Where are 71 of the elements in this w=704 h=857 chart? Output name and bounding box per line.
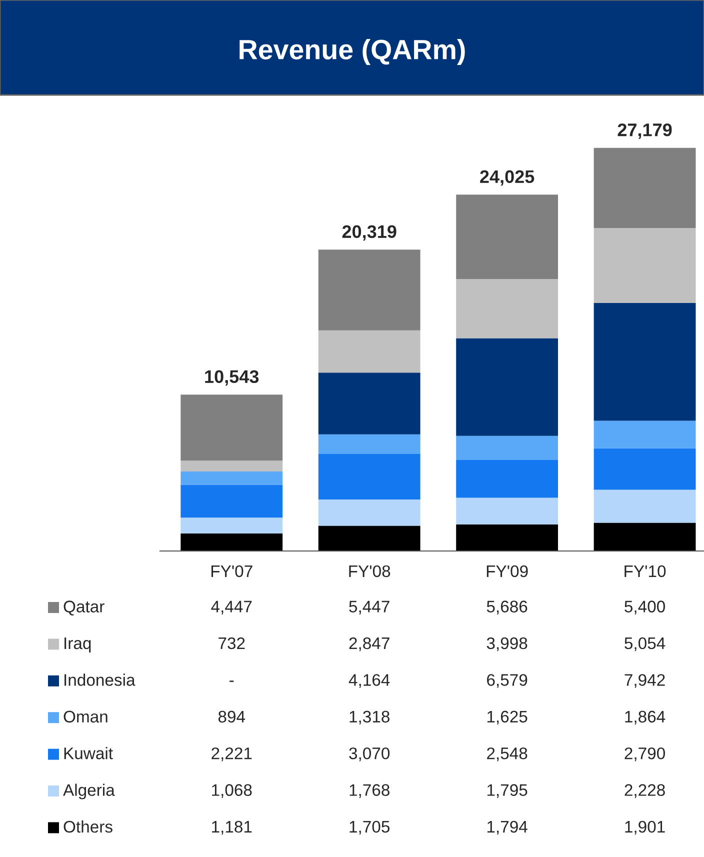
x-tick-label: FY'10 xyxy=(624,565,666,578)
legend-label: Others xyxy=(64,820,112,833)
bar xyxy=(456,338,558,436)
bar xyxy=(180,518,283,534)
data-label: 1,181 xyxy=(212,820,252,835)
data-label: 2,228 xyxy=(624,784,665,798)
bar xyxy=(180,471,283,485)
data-label: 2,221 xyxy=(212,747,252,762)
bar xyxy=(456,524,558,551)
bar xyxy=(318,454,420,500)
data-label: 5,400 xyxy=(624,600,665,614)
legend-label: Iraq xyxy=(64,638,91,652)
data-label: 5,447 xyxy=(349,600,390,614)
data-label: 1,794 xyxy=(487,820,528,835)
bar xyxy=(456,436,558,460)
bar xyxy=(456,279,558,338)
data-label: 4,447 xyxy=(211,600,252,614)
data-label: 1,068 xyxy=(212,784,252,798)
bar xyxy=(594,228,696,303)
total-label: 20,319 xyxy=(342,225,396,241)
data-label: 3,070 xyxy=(349,747,390,762)
bar xyxy=(594,148,696,228)
data-label: 2,548 xyxy=(487,747,528,762)
data-label: 1,768 xyxy=(350,784,390,798)
total-label: 24,025 xyxy=(480,170,534,186)
bar xyxy=(318,434,420,454)
bar xyxy=(456,498,558,524)
bar xyxy=(594,522,696,551)
legend-label: Qatar xyxy=(64,600,104,616)
data-label: 5,054 xyxy=(624,637,666,652)
bar xyxy=(456,194,558,280)
total-label: 10,543 xyxy=(205,370,259,386)
data-label: 1,795 xyxy=(487,784,528,798)
legend-label: Algeria xyxy=(63,784,115,800)
x-tick-label: FY'08 xyxy=(349,565,390,578)
bar xyxy=(594,448,696,490)
data-label: 5,686 xyxy=(486,600,528,614)
data-label: 4,164 xyxy=(348,674,390,688)
bar xyxy=(180,394,283,461)
data-label: 1,864 xyxy=(625,710,666,725)
bar xyxy=(594,420,696,448)
data-label: 7,942 xyxy=(624,674,665,688)
data-label: 732 xyxy=(218,637,245,650)
bar xyxy=(180,484,283,518)
data-label: 2,790 xyxy=(624,747,665,762)
bar xyxy=(318,250,420,330)
data-label: 1,625 xyxy=(487,710,528,725)
bar xyxy=(594,302,696,421)
bar xyxy=(318,330,420,373)
data-label: 1,318 xyxy=(350,710,390,725)
legend-label: Oman xyxy=(64,710,108,723)
legend-label: Kuwait xyxy=(64,747,113,760)
text: - xyxy=(230,680,234,682)
bar xyxy=(594,490,696,523)
data-label: 6,579 xyxy=(487,674,528,688)
bar xyxy=(318,526,420,551)
x-tick-label: FY'09 xyxy=(486,565,528,578)
x-tick-label: FY'07 xyxy=(211,565,252,578)
chart-title: Revenue (QARm) xyxy=(240,39,465,65)
data-label: 1,705 xyxy=(350,820,390,835)
total-label: 27,179 xyxy=(618,123,672,139)
bar xyxy=(180,460,283,472)
bar xyxy=(318,372,420,434)
legend-label: Indonesia xyxy=(64,674,136,686)
bar xyxy=(180,533,283,551)
data-label: 2,847 xyxy=(349,637,390,652)
data-label: 894 xyxy=(218,710,246,723)
bar xyxy=(456,460,558,498)
bar xyxy=(318,499,420,526)
data-label: 1,901 xyxy=(625,820,665,835)
data-label: 3,998 xyxy=(486,637,528,652)
